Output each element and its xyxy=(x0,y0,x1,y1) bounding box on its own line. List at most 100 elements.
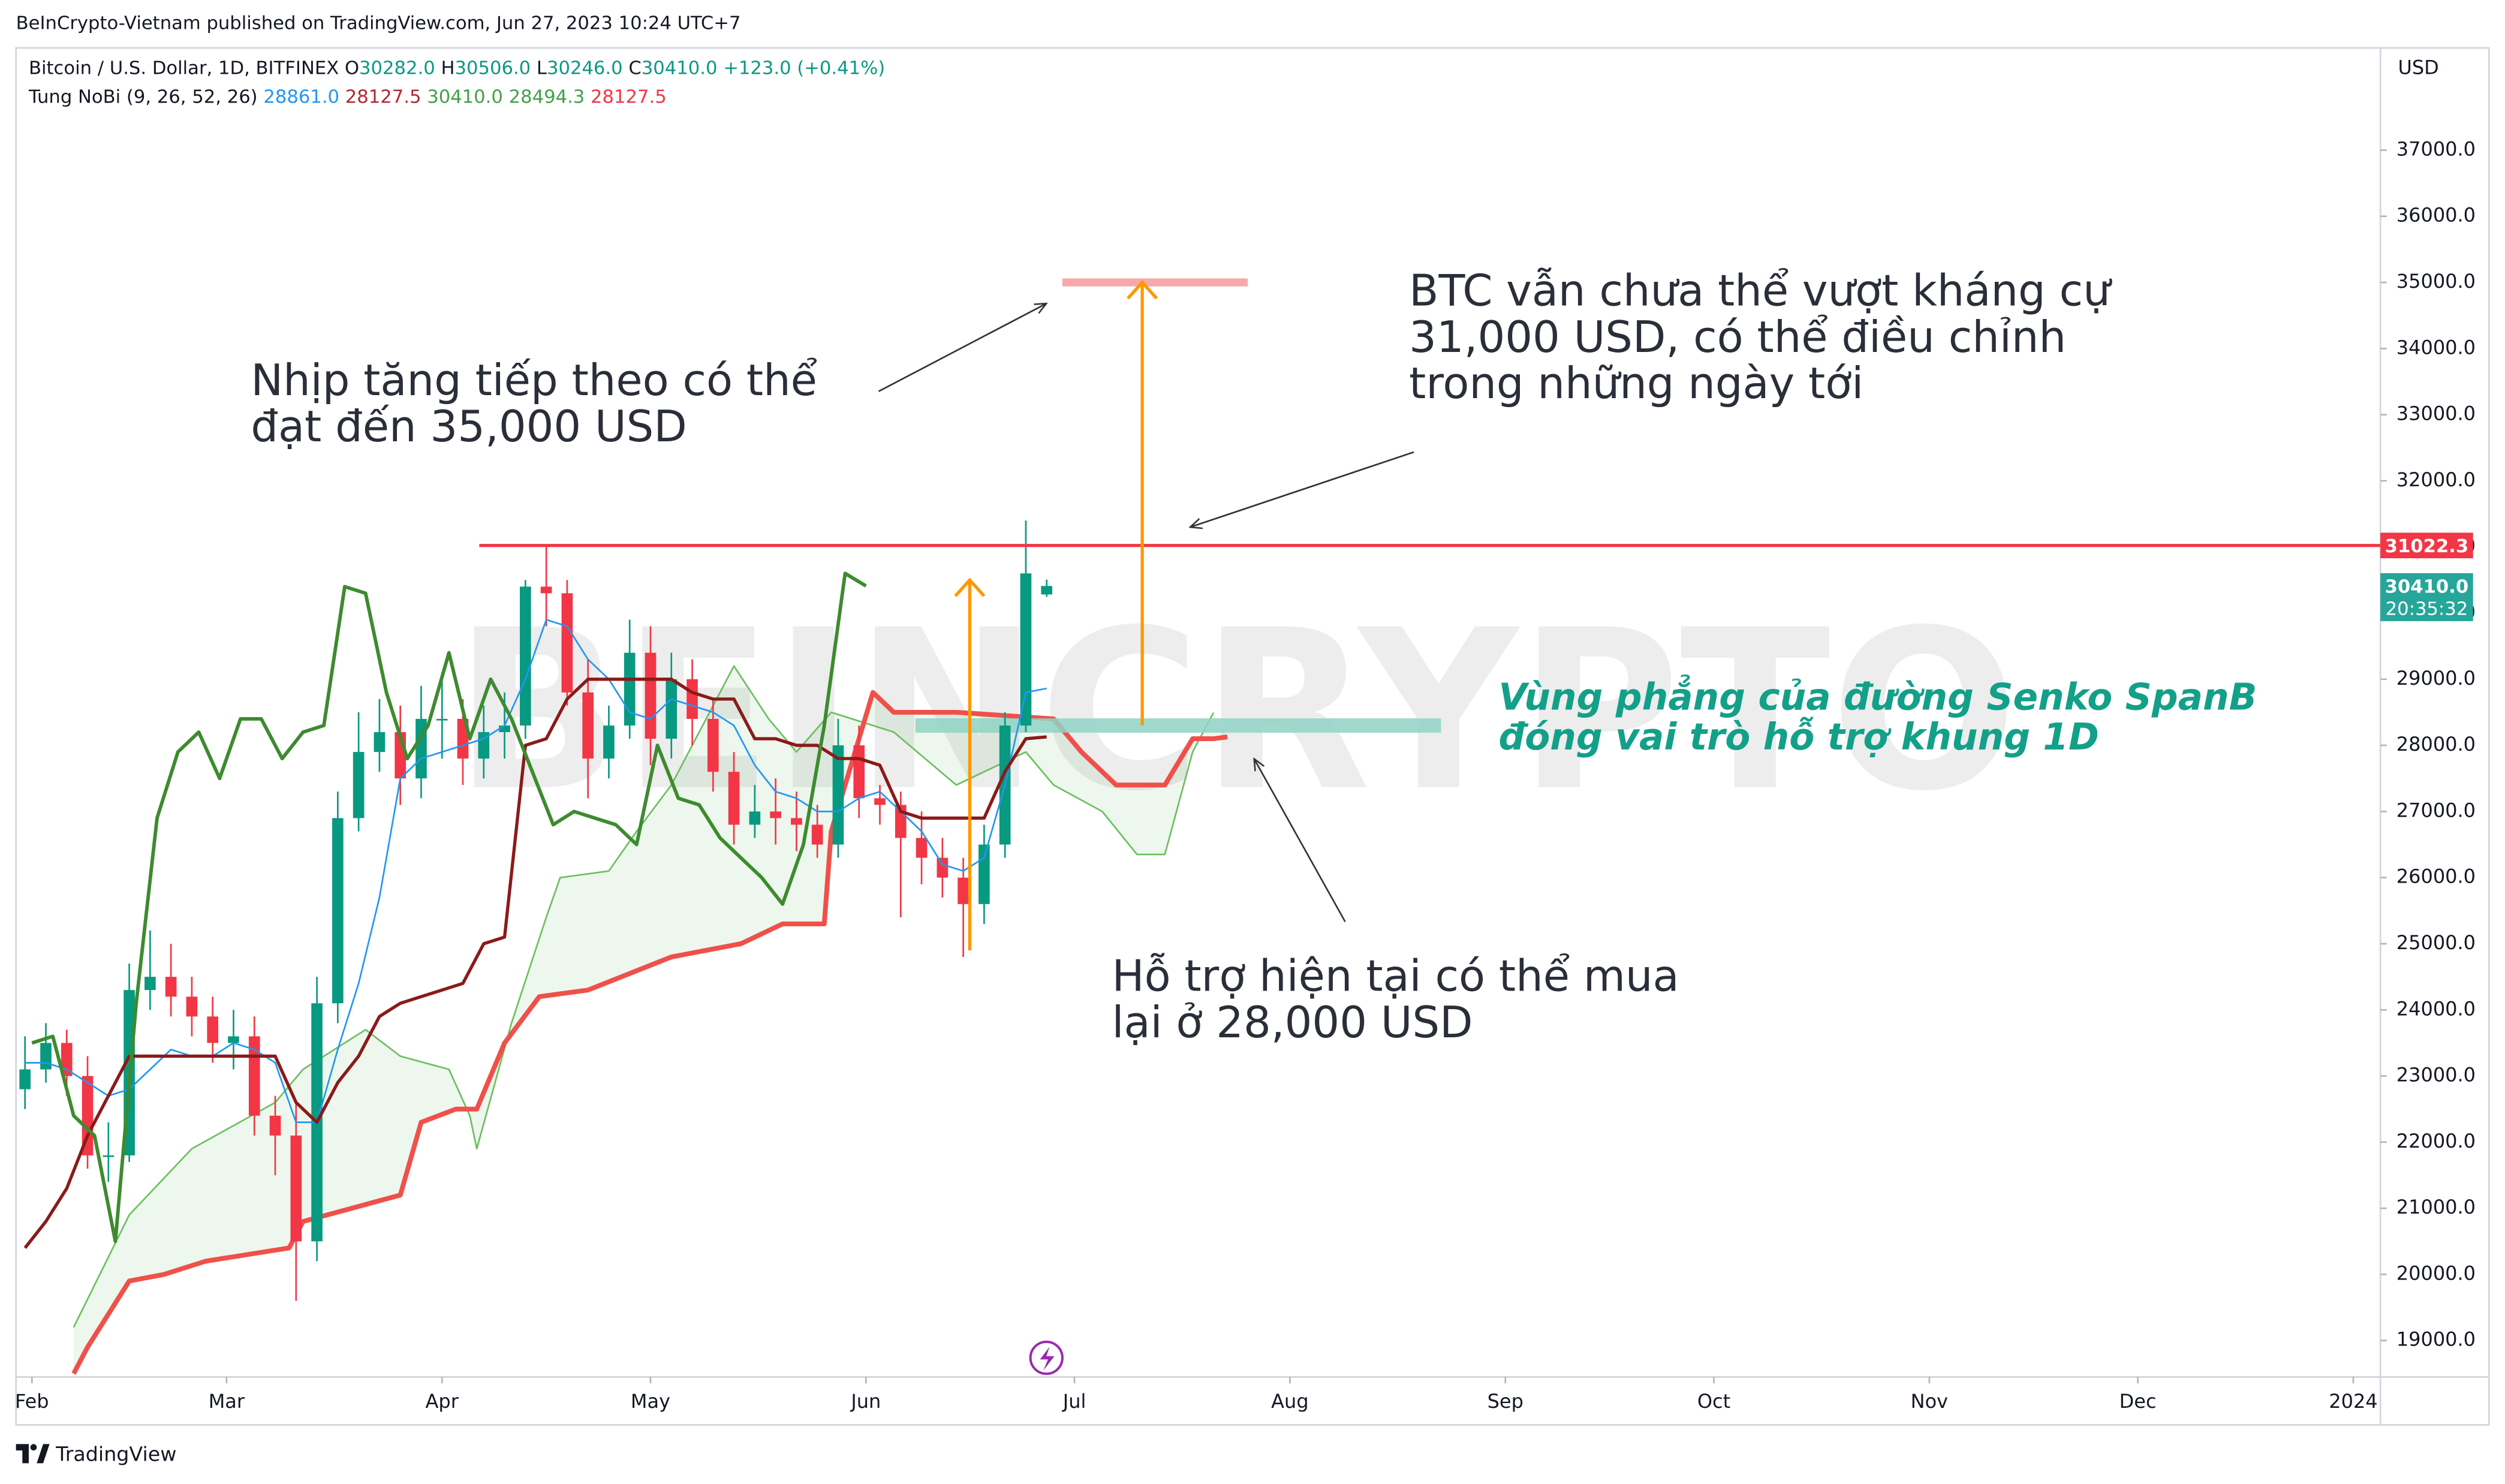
x-tick-label: Dec xyxy=(2119,1390,2157,1413)
y-tick-label: 26000.0 xyxy=(2396,865,2476,888)
candle-body xyxy=(353,752,365,818)
ohlc-value: 30506.0 xyxy=(455,58,531,79)
ohlc-key: L xyxy=(537,58,547,79)
indicator-value: 28127.5 xyxy=(345,86,421,107)
candle-body xyxy=(1041,586,1053,595)
x-tick-label: 2024 xyxy=(2329,1390,2377,1413)
resistance-tag xyxy=(2380,532,2473,559)
frame xyxy=(15,47,2490,1426)
y-tick-label: 25000.0 xyxy=(2396,931,2476,954)
indicator-value: 28494.3 xyxy=(509,86,585,107)
published: BeInCrypto-Vietnam published on TradingV… xyxy=(16,13,741,34)
last-price-label: 30410.0 xyxy=(2385,576,2469,597)
note-line: Vùng phẳng của đường Senko SpanB xyxy=(1498,675,2257,718)
x-tick-label: Jun xyxy=(850,1390,881,1413)
candle-body xyxy=(853,745,865,799)
arrow-head xyxy=(1127,280,1158,300)
plot xyxy=(19,278,2381,1375)
ohlc-key: H xyxy=(441,58,454,79)
y-tick-label: 33000.0 xyxy=(2396,402,2476,425)
indicator-value: 30410.0 xyxy=(427,86,503,107)
indicator-line: Tung NoBi (9, 26, 52, 26) 28861.0 28127.… xyxy=(28,86,667,107)
last-price-tag xyxy=(2380,573,2473,621)
resistance-label: 31022.3 xyxy=(2385,536,2469,557)
candle-body xyxy=(832,745,844,845)
candle-body xyxy=(770,811,781,818)
candle-body xyxy=(728,772,740,825)
note-line: trong những ngày tới xyxy=(1409,358,1863,408)
pointer xyxy=(1190,451,1414,527)
x-tick-label: Apr xyxy=(426,1390,459,1413)
brand: TradingView xyxy=(55,1443,176,1466)
candle-body xyxy=(228,1036,239,1043)
x-tick-label: Mar xyxy=(209,1390,245,1413)
y-tick-label: 36000.0 xyxy=(2396,204,2476,227)
x-tick-label: Aug xyxy=(1271,1390,1308,1413)
ohlc-value: 30410.0 xyxy=(642,58,718,79)
candle-body xyxy=(40,1043,52,1070)
x-tick-label: Oct xyxy=(1697,1390,1730,1413)
candle-body xyxy=(874,798,886,805)
note-line: Nhịp tăng tiếp theo có thể xyxy=(251,355,817,405)
currency: USD xyxy=(2398,56,2438,79)
candle-body xyxy=(666,679,678,739)
y-tick-label: 19000.0 xyxy=(2396,1328,2476,1351)
y-tick-label: 27000.0 xyxy=(2396,799,2476,821)
note-line: đóng vai trò hỗ trợ khung 1D xyxy=(1498,716,2099,758)
candle-body xyxy=(186,997,198,1017)
y-tick-label: 35000.0 xyxy=(2396,270,2476,293)
symbol: Bitcoin / U.S. Dollar, 1D, BITFINEX xyxy=(29,58,339,79)
countdown: 20:35:32 xyxy=(2386,599,2468,620)
indicator: Tung NoBi (9, 26, 52, 26) xyxy=(28,86,258,107)
note-line: BTC vẫn chưa thể vượt kháng cự xyxy=(1409,266,2112,316)
candle-body xyxy=(937,857,949,878)
note-line: đạt đến 35,000 USD xyxy=(251,401,687,451)
candle-body xyxy=(144,977,156,991)
candle-body xyxy=(916,838,928,858)
indicator-value: 28861.0 xyxy=(263,86,339,107)
footer-logo xyxy=(16,1444,50,1464)
y-tick-label: 29000.0 xyxy=(2396,667,2476,690)
candle-body xyxy=(519,586,531,726)
candle-body xyxy=(103,1155,115,1157)
candle-body xyxy=(290,1135,302,1242)
y-tick-label: 24000.0 xyxy=(2396,997,2476,1020)
candle-body xyxy=(707,718,719,772)
candle-body xyxy=(436,718,448,721)
event-bolt xyxy=(1040,1346,1055,1371)
logo-part xyxy=(37,1444,50,1464)
candle-body xyxy=(19,1069,31,1089)
candle-body xyxy=(499,725,510,733)
candle-body xyxy=(478,732,490,759)
candle-body xyxy=(332,818,344,1004)
y-tick-label: 28000.0 xyxy=(2396,733,2476,755)
candle-body xyxy=(749,811,761,825)
candle-body xyxy=(207,1016,219,1043)
candle-body xyxy=(645,652,657,739)
note-line: Hỗ trợ hiện tại có thể mua xyxy=(1112,951,1679,1001)
x-tick-label: Sep xyxy=(1488,1390,1524,1413)
pointer xyxy=(1254,758,1346,922)
cloud xyxy=(73,666,1228,1374)
candle-body xyxy=(540,586,552,594)
ohlc-key: O xyxy=(345,58,359,79)
candle-body xyxy=(811,824,823,845)
y-tick-label: 20000.0 xyxy=(2396,1262,2476,1284)
x-tick-label: Feb xyxy=(15,1390,49,1413)
indicator-line xyxy=(31,571,867,1244)
candle-body xyxy=(978,844,990,904)
candle-body xyxy=(791,818,802,825)
candle-body xyxy=(82,1076,94,1155)
y-tick-label: 22000.0 xyxy=(2396,1130,2476,1152)
notes: Nhịp tăng tiếp theo có thể đạt đến 35,00… xyxy=(251,266,2257,1375)
span-b xyxy=(71,690,1228,1375)
y-tick-label: 37000.0 xyxy=(2396,137,2476,160)
ohlc-value: 30246.0 xyxy=(547,58,623,79)
arrow-head xyxy=(954,577,986,597)
watermark: BEINCRYPTO xyxy=(454,583,2018,839)
candle-body xyxy=(624,652,636,726)
ohlc-key: C xyxy=(628,58,641,79)
candle-body xyxy=(958,877,969,904)
